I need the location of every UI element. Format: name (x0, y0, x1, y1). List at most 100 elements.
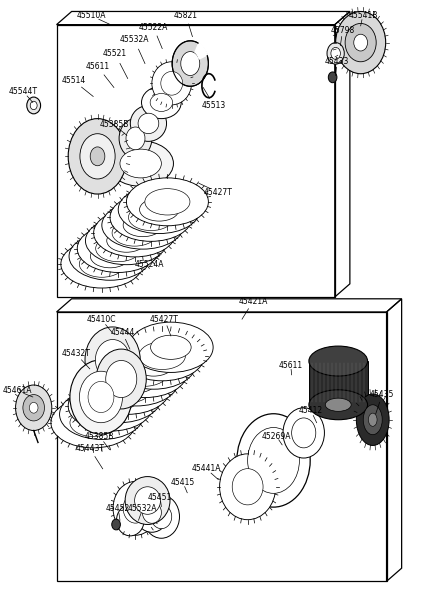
Ellipse shape (118, 185, 200, 233)
Ellipse shape (90, 245, 129, 268)
Ellipse shape (330, 47, 339, 59)
Ellipse shape (328, 72, 336, 83)
Ellipse shape (51, 398, 135, 448)
Text: 45410C: 45410C (86, 314, 116, 323)
Ellipse shape (94, 356, 178, 406)
Ellipse shape (68, 381, 152, 431)
Ellipse shape (126, 178, 208, 226)
Text: 45514: 45514 (61, 76, 86, 85)
Text: 45427T: 45427T (203, 188, 232, 197)
Ellipse shape (133, 352, 173, 376)
Ellipse shape (106, 361, 137, 398)
Text: 45532A: 45532A (128, 504, 157, 513)
Ellipse shape (125, 476, 170, 524)
Ellipse shape (139, 198, 178, 221)
Ellipse shape (123, 214, 162, 236)
Ellipse shape (134, 487, 160, 514)
Text: 45385B: 45385B (85, 432, 114, 441)
Ellipse shape (96, 349, 146, 409)
Ellipse shape (141, 86, 181, 119)
Ellipse shape (308, 390, 367, 420)
Ellipse shape (151, 505, 171, 529)
Ellipse shape (85, 217, 167, 265)
Ellipse shape (172, 41, 208, 86)
Text: 45611: 45611 (278, 361, 302, 370)
Text: 45451: 45451 (148, 493, 172, 502)
Ellipse shape (70, 360, 132, 434)
Polygon shape (308, 361, 367, 405)
Ellipse shape (237, 414, 310, 507)
Ellipse shape (353, 34, 367, 51)
Text: 45522A: 45522A (138, 23, 168, 32)
Ellipse shape (232, 469, 262, 505)
Ellipse shape (143, 495, 179, 538)
Ellipse shape (15, 385, 52, 430)
Ellipse shape (335, 11, 385, 74)
Ellipse shape (128, 322, 212, 373)
Text: 45443T: 45443T (75, 444, 104, 453)
Text: 45541B: 45541B (347, 11, 377, 20)
Ellipse shape (150, 94, 172, 112)
Ellipse shape (112, 220, 157, 246)
Ellipse shape (142, 502, 161, 523)
Ellipse shape (80, 134, 115, 179)
Ellipse shape (79, 251, 124, 277)
Ellipse shape (79, 371, 122, 423)
Ellipse shape (325, 398, 350, 412)
Ellipse shape (145, 188, 190, 215)
Ellipse shape (139, 342, 185, 370)
Ellipse shape (121, 359, 168, 386)
Ellipse shape (77, 224, 159, 272)
Text: 45412: 45412 (298, 406, 322, 415)
Text: 45461A: 45461A (3, 386, 32, 395)
Ellipse shape (150, 335, 191, 359)
Ellipse shape (291, 418, 315, 448)
Ellipse shape (283, 408, 324, 458)
Ellipse shape (30, 101, 37, 110)
Ellipse shape (116, 505, 144, 536)
Ellipse shape (61, 240, 142, 288)
Ellipse shape (70, 409, 116, 437)
Text: 45821: 45821 (173, 11, 198, 20)
Text: 45452: 45452 (106, 504, 130, 513)
Ellipse shape (160, 71, 182, 95)
Ellipse shape (138, 113, 159, 134)
Text: 45432T: 45432T (61, 349, 90, 358)
Ellipse shape (308, 346, 367, 376)
Text: 45421A: 45421A (237, 297, 267, 306)
Ellipse shape (247, 428, 299, 493)
Ellipse shape (120, 331, 204, 381)
Text: 45435: 45435 (369, 390, 393, 399)
Text: 45611: 45611 (85, 62, 110, 71)
Text: 45433: 45433 (324, 57, 348, 66)
Text: 45385B: 45385B (99, 120, 128, 129)
Ellipse shape (116, 369, 156, 393)
Ellipse shape (81, 402, 122, 427)
Ellipse shape (102, 347, 187, 398)
Ellipse shape (113, 481, 158, 535)
Text: 45532A: 45532A (119, 35, 148, 44)
Ellipse shape (112, 519, 120, 530)
Ellipse shape (93, 209, 175, 257)
Ellipse shape (95, 340, 130, 380)
Text: 45544T: 45544T (9, 87, 38, 96)
Ellipse shape (90, 147, 105, 166)
Text: 45269A: 45269A (261, 432, 291, 441)
Ellipse shape (85, 327, 140, 393)
Ellipse shape (99, 386, 139, 410)
Ellipse shape (367, 413, 376, 427)
Ellipse shape (104, 376, 151, 403)
Ellipse shape (123, 494, 148, 523)
Ellipse shape (108, 141, 173, 186)
Ellipse shape (219, 454, 275, 520)
Ellipse shape (69, 232, 151, 280)
Ellipse shape (134, 493, 169, 532)
Text: 45524A: 45524A (134, 260, 164, 269)
Ellipse shape (128, 204, 173, 230)
Ellipse shape (87, 392, 134, 420)
Ellipse shape (88, 382, 113, 413)
Ellipse shape (130, 106, 166, 142)
Ellipse shape (68, 119, 127, 194)
Ellipse shape (106, 229, 146, 252)
Text: 45441A: 45441A (191, 464, 220, 473)
